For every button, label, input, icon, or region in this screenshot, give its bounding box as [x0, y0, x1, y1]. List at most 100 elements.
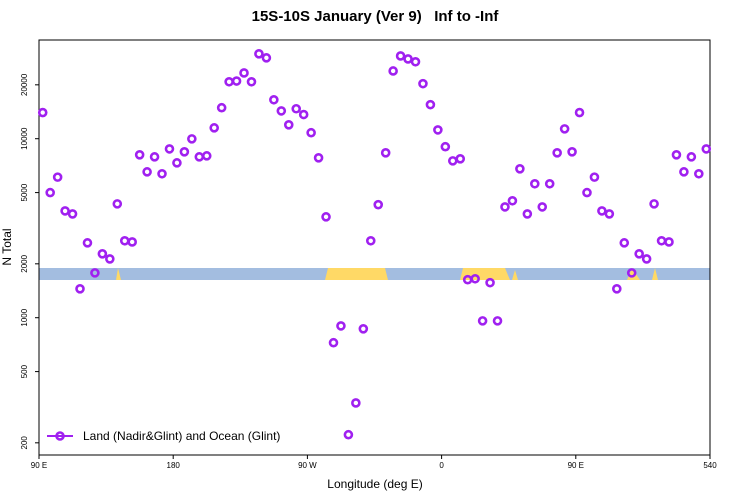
series — [37, 49, 712, 440]
y-tick-label: 20000 — [20, 73, 29, 96]
point — [686, 152, 697, 162]
land-area — [512, 270, 518, 280]
point — [37, 107, 48, 118]
point — [97, 249, 108, 259]
point — [552, 148, 562, 158]
point — [634, 249, 644, 259]
point — [664, 237, 674, 247]
point — [239, 68, 249, 78]
point — [433, 125, 443, 135]
point — [537, 202, 548, 212]
point — [276, 106, 287, 116]
point — [403, 54, 413, 64]
point — [90, 268, 100, 278]
point — [410, 56, 421, 67]
x-tick-label: 90 E — [568, 461, 584, 470]
point — [45, 187, 55, 198]
point — [328, 337, 339, 348]
chart-title: 15S-10S January (Ver 9) Inf to -Inf — [252, 8, 500, 25]
point — [522, 209, 533, 219]
point — [679, 167, 689, 177]
point — [254, 49, 264, 59]
point — [604, 209, 615, 219]
point — [313, 153, 324, 163]
point — [343, 429, 354, 440]
point — [619, 238, 630, 248]
point — [179, 147, 190, 157]
point — [201, 151, 212, 161]
y-tick-label: 500 — [20, 364, 29, 378]
point — [641, 254, 652, 264]
point — [105, 254, 115, 264]
point — [567, 147, 577, 157]
legend-marker — [55, 431, 65, 441]
point — [477, 316, 488, 326]
point — [440, 141, 451, 152]
point — [373, 199, 384, 210]
point — [649, 199, 659, 209]
point — [82, 238, 93, 248]
point — [559, 124, 570, 134]
point — [142, 167, 152, 177]
y-tick-label: 200 — [20, 436, 29, 450]
y-tick-label: 2000 — [20, 254, 29, 272]
point — [298, 109, 309, 120]
point — [157, 168, 167, 179]
x-axis-label: Longitude (deg E) — [327, 477, 422, 491]
point — [127, 237, 137, 247]
y-tick-label: 10000 — [20, 127, 29, 150]
point — [589, 172, 600, 182]
point — [597, 206, 607, 216]
point — [187, 134, 197, 144]
point — [612, 284, 622, 294]
x-tick-label: 180 — [167, 461, 181, 470]
point — [283, 119, 294, 130]
point — [351, 398, 361, 408]
point — [231, 76, 242, 86]
point — [336, 321, 346, 331]
land-area — [116, 268, 121, 280]
point — [134, 150, 145, 160]
land-area — [460, 268, 510, 280]
point — [52, 172, 63, 182]
x-tick-label: 540 — [703, 461, 717, 470]
point — [269, 94, 279, 105]
plot-frame — [38, 39, 711, 456]
point — [75, 284, 85, 294]
point — [515, 164, 525, 174]
y-axis-label: N Total — [0, 228, 14, 265]
point — [388, 66, 398, 76]
point — [395, 51, 406, 61]
point — [209, 123, 220, 133]
point — [246, 76, 257, 87]
point — [164, 144, 175, 154]
point — [149, 152, 160, 162]
point — [671, 150, 682, 160]
point — [455, 154, 466, 164]
point — [492, 316, 503, 326]
point — [291, 103, 302, 114]
y-tick-label: 1000 — [20, 308, 29, 326]
x-tick-label: 0 — [439, 461, 444, 470]
point — [67, 209, 78, 219]
point — [544, 178, 555, 189]
point — [172, 158, 182, 168]
land-area — [325, 268, 388, 280]
point — [321, 212, 331, 222]
point — [507, 195, 518, 206]
point — [694, 168, 704, 179]
point — [365, 235, 376, 246]
point — [425, 99, 436, 110]
point — [60, 206, 70, 216]
point — [261, 53, 272, 63]
x-tick-label: 90 E — [31, 461, 47, 470]
point — [112, 199, 123, 209]
point — [701, 144, 712, 154]
point — [358, 324, 369, 334]
point — [470, 273, 480, 284]
point — [574, 107, 585, 118]
point — [500, 202, 510, 212]
point — [529, 178, 540, 189]
